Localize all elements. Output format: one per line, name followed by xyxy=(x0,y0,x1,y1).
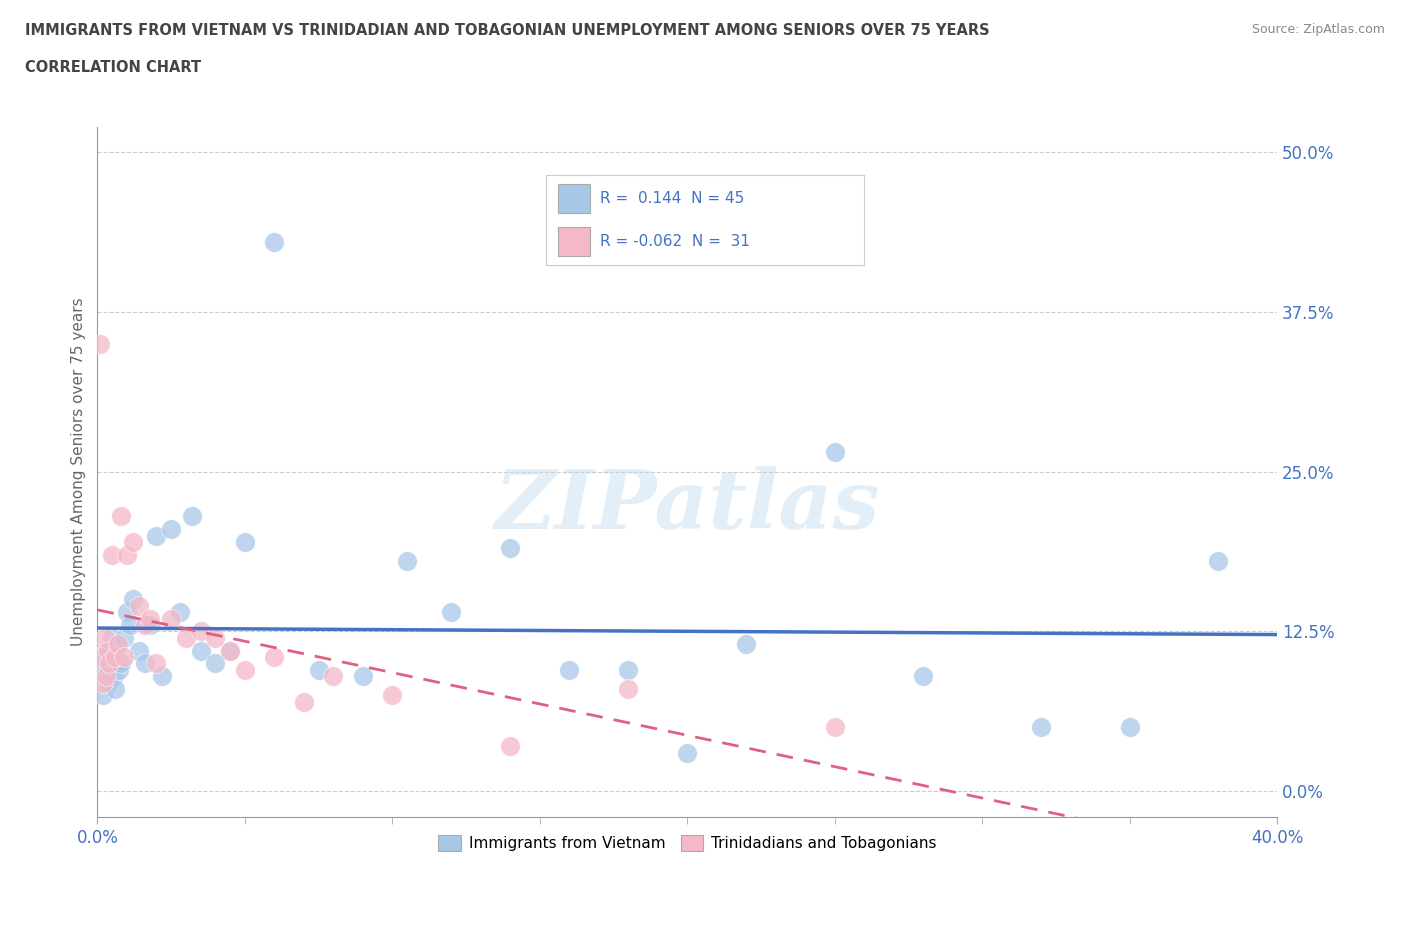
Text: CORRELATION CHART: CORRELATION CHART xyxy=(25,60,201,75)
Point xyxy=(499,739,522,754)
Point xyxy=(90,649,112,664)
Point xyxy=(204,656,226,671)
Point xyxy=(145,528,167,543)
Point xyxy=(139,618,162,632)
Point xyxy=(91,688,114,703)
Point xyxy=(735,637,758,652)
Point xyxy=(98,656,121,671)
Point xyxy=(91,675,114,690)
Point xyxy=(204,631,226,645)
Point xyxy=(396,553,419,568)
Point xyxy=(617,682,640,697)
Point xyxy=(97,675,120,690)
Y-axis label: Unemployment Among Seniors over 75 years: Unemployment Among Seniors over 75 years xyxy=(72,298,86,646)
Point xyxy=(93,631,115,645)
Point xyxy=(233,535,256,550)
Point xyxy=(676,745,699,760)
Point xyxy=(308,662,330,677)
Point xyxy=(1206,553,1229,568)
Point xyxy=(150,669,173,684)
Point xyxy=(219,644,242,658)
Point xyxy=(190,644,212,658)
Point xyxy=(108,662,131,677)
Point xyxy=(558,662,581,677)
Point xyxy=(100,649,122,664)
Point xyxy=(139,611,162,626)
Point xyxy=(115,604,138,619)
Point xyxy=(134,656,156,671)
Text: IMMIGRANTS FROM VIETNAM VS TRINIDADIAN AND TOBAGONIAN UNEMPLOYMENT AMONG SENIORS: IMMIGRANTS FROM VIETNAM VS TRINIDADIAN A… xyxy=(25,23,990,38)
Legend: Immigrants from Vietnam, Trinidadians and Tobagonians: Immigrants from Vietnam, Trinidadians an… xyxy=(432,830,942,857)
Point xyxy=(89,337,111,352)
Point xyxy=(90,669,112,684)
Point xyxy=(174,631,197,645)
Point xyxy=(160,611,183,626)
Point xyxy=(98,662,121,677)
Point xyxy=(824,720,846,735)
Text: Source: ZipAtlas.com: Source: ZipAtlas.com xyxy=(1251,23,1385,36)
Point xyxy=(322,669,344,684)
Point xyxy=(160,522,183,537)
Point xyxy=(104,649,127,664)
Point xyxy=(292,695,315,710)
Point xyxy=(263,234,285,249)
Point xyxy=(617,662,640,677)
Point xyxy=(190,624,212,639)
Point xyxy=(105,656,128,671)
Point xyxy=(93,656,115,671)
Point xyxy=(128,644,150,658)
Point xyxy=(128,598,150,613)
Point xyxy=(134,618,156,632)
Point xyxy=(121,535,143,550)
Point xyxy=(824,445,846,460)
Point xyxy=(110,509,132,524)
Point xyxy=(107,637,129,652)
Point xyxy=(912,669,935,684)
Point xyxy=(233,662,256,677)
Point xyxy=(440,604,463,619)
Point xyxy=(1031,720,1053,735)
Point xyxy=(145,656,167,671)
Point xyxy=(115,547,138,562)
Point xyxy=(97,644,120,658)
Point xyxy=(169,604,191,619)
Point xyxy=(107,637,129,652)
Point xyxy=(112,631,135,645)
Point xyxy=(104,682,127,697)
Text: ZIPatlas: ZIPatlas xyxy=(495,466,880,546)
Point xyxy=(101,547,124,562)
Point xyxy=(112,649,135,664)
Point xyxy=(96,669,118,684)
Point xyxy=(219,644,242,658)
Point xyxy=(1119,720,1142,735)
Point xyxy=(101,631,124,645)
Point xyxy=(352,669,374,684)
Point xyxy=(180,509,202,524)
Point xyxy=(103,669,125,684)
Point xyxy=(499,541,522,556)
Point xyxy=(96,644,118,658)
Point xyxy=(110,656,132,671)
Point xyxy=(381,688,404,703)
Point xyxy=(263,649,285,664)
Point xyxy=(121,592,143,607)
Point xyxy=(118,618,141,632)
